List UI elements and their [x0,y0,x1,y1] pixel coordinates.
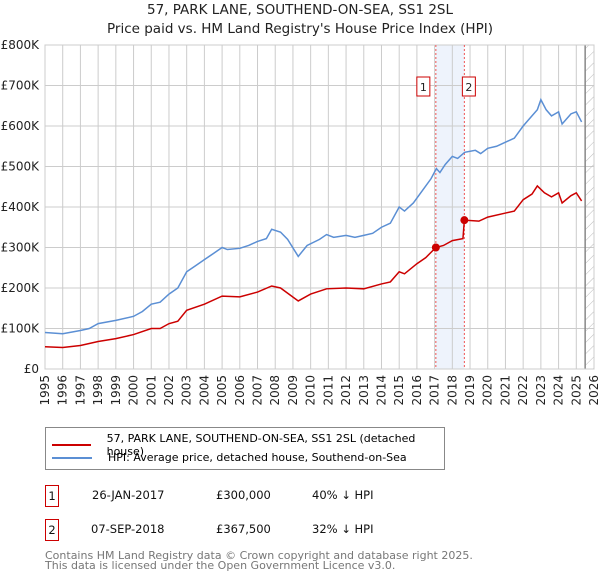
y-tick-label: £800K [1,38,41,52]
x-tick-label: 2013 [357,375,371,406]
transaction-date: 07-SEP-2018 [91,522,165,536]
transaction-row: 2 07-SEP-2018 £367,500 32% ↓ HPI [45,519,545,541]
sale-label: 2 [465,81,472,94]
y-tick-label: £200K [1,281,41,295]
transaction-row: 1 26-JAN-2017 £300,000 40% ↓ HPI [45,485,545,507]
x-tick-label: 2016 [410,375,424,406]
x-tick-label: 2021 [498,375,512,406]
legend: 57, PARK LANE, SOUTHEND-ON-SEA, SS1 2SL … [45,427,445,470]
x-tick-label: 2006 [233,375,247,406]
x-tick-label: 2007 [251,375,265,406]
plot-frame [44,44,595,370]
x-tick-label: 2012 [339,375,353,406]
x-tick-label: 2017 [428,375,442,406]
footer-licence: This data is licensed under the Open Gov… [45,559,396,572]
sale-point [431,243,440,252]
legend-swatch [52,444,91,446]
legend-label: HPI: Average price, detached house, Sout… [108,451,407,464]
sale-point [460,216,469,225]
x-tick-label: 1998 [91,375,105,406]
sale-label: 1 [420,81,427,94]
forecast-hatch [585,45,594,369]
y-tick-label: £700K [1,79,41,93]
x-tick-label: 2025 [569,375,583,406]
sale-label-box [416,76,431,97]
x-tick-label: 2005 [215,375,229,406]
x-tick-label: 2015 [392,375,406,406]
transaction-price: £367,500 [216,522,271,536]
x-tick-label: 2004 [197,375,211,406]
x-tick-label: 2009 [286,375,300,406]
x-tick-label: 2001 [144,375,158,406]
x-tick-label: 2014 [374,375,388,406]
y-tick-label: £100K [1,322,41,336]
legend-item-hpi: HPI: Average price, detached house, Sout… [52,451,407,464]
x-tick-label: 2010 [304,375,318,406]
y-tick-label: £600K [1,119,41,133]
x-tick-label: 2002 [162,375,176,406]
series-line [44,97,583,335]
series-line [44,184,583,349]
x-tick-label: 2020 [481,375,495,406]
y-tick-label: £400K [1,200,41,214]
legend-item-property: 57, PARK LANE, SOUTHEND-ON-SEA, SS1 2SL … [52,432,444,458]
transaction-hpi: 32% ↓ HPI [312,522,374,536]
x-tick-label: 2024 [552,375,566,406]
chart-title: 57, PARK LANE, SOUTHEND-ON-SEA, SS1 2SL [146,2,454,18]
transaction-hpi: 40% ↓ HPI [312,488,374,502]
legend-label: 57, PARK LANE, SOUTHEND-ON-SEA, SS1 2SL … [106,432,416,458]
x-tick-label: 2000 [127,375,141,406]
x-tick-label: 2022 [516,375,530,406]
y-tick-label: £300K [1,241,41,255]
legend-swatch [52,456,92,459]
x-tick-label: 2026 [587,375,600,406]
x-tick-label: 2003 [180,375,194,406]
footer-copyright: Contains HM Land Registry data © Crown c… [45,549,473,562]
price-chart: 1995 1996 1997 1998 1999 2000 2001 2002 2003 2004… [1,38,600,406]
chart-subtitle: Price paid vs. HM Land Registry's House … [107,21,493,37]
y-tick-label: £0 [24,362,39,376]
x-tick-label: 2008 [268,375,282,406]
x-tick-label: 1997 [73,375,87,406]
marker-badge: 1 [45,485,59,507]
sale-label-box [461,76,476,97]
marker-badge: 2 [45,519,59,541]
x-tick-label: 2011 [321,375,335,406]
x-tick-label: 1999 [109,375,123,406]
transaction-date: 26-JAN-2017 [92,488,165,502]
x-tick-label: 1996 [56,375,70,406]
x-tick-label: 1995 [38,375,52,406]
x-tick-label: 2018 [445,375,459,406]
y-tick-label: £500K [1,160,41,174]
x-tick-label: 2023 [534,375,548,406]
transaction-price: £300,000 [216,488,271,502]
x-tick-label: 2019 [463,375,477,406]
